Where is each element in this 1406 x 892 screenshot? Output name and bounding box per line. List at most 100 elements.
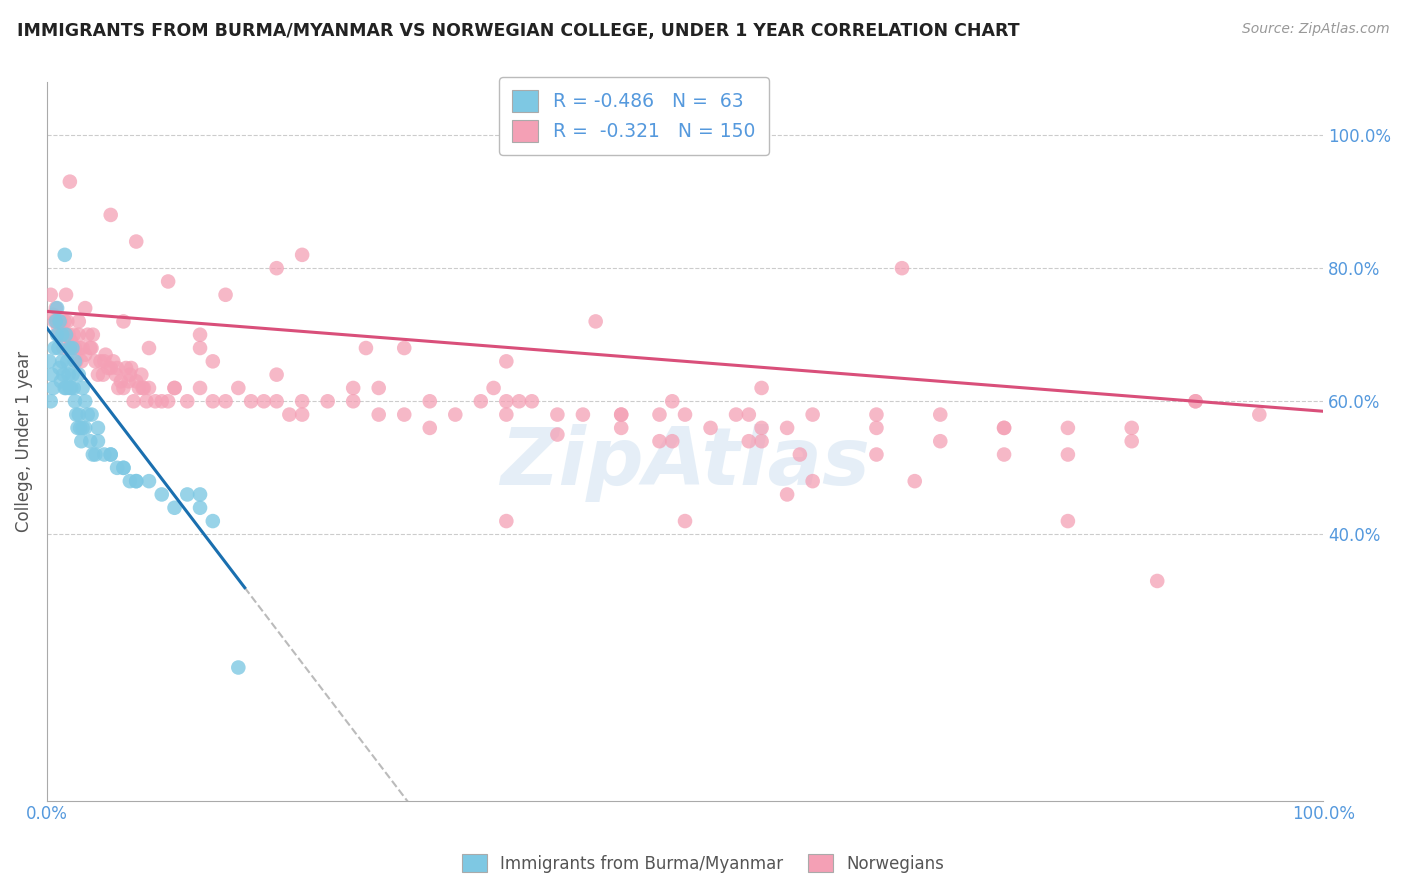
Point bbox=[546, 427, 568, 442]
Point bbox=[79, 434, 101, 449]
Point bbox=[69, 421, 91, 435]
Point bbox=[138, 474, 160, 488]
Point bbox=[60, 381, 83, 395]
Point bbox=[58, 368, 80, 382]
Point bbox=[128, 381, 150, 395]
Point bbox=[118, 474, 141, 488]
Point bbox=[495, 514, 517, 528]
Point bbox=[201, 354, 224, 368]
Point bbox=[214, 287, 236, 301]
Point bbox=[929, 408, 952, 422]
Point bbox=[150, 394, 173, 409]
Point bbox=[115, 361, 138, 376]
Point bbox=[48, 327, 70, 342]
Point bbox=[751, 421, 773, 435]
Text: IMMIGRANTS FROM BURMA/MYANMAR VS NORWEGIAN COLLEGE, UNDER 1 YEAR CORRELATION CHA: IMMIGRANTS FROM BURMA/MYANMAR VS NORWEGI… bbox=[17, 22, 1019, 40]
Point bbox=[801, 408, 824, 422]
Point bbox=[572, 408, 595, 422]
Point bbox=[482, 381, 505, 395]
Point bbox=[69, 341, 91, 355]
Point bbox=[610, 421, 633, 435]
Legend: R = -0.486   N =  63, R =  -0.321   N = 150: R = -0.486 N = 63, R = -0.321 N = 150 bbox=[499, 77, 769, 155]
Point bbox=[44, 314, 66, 328]
Point bbox=[201, 394, 224, 409]
Point bbox=[59, 175, 82, 189]
Point bbox=[673, 514, 696, 528]
Point bbox=[104, 368, 127, 382]
Point bbox=[1121, 434, 1143, 449]
Point bbox=[145, 394, 167, 409]
Point bbox=[419, 394, 441, 409]
Point bbox=[51, 327, 73, 342]
Point bbox=[89, 354, 111, 368]
Point bbox=[72, 341, 94, 355]
Point bbox=[63, 394, 86, 409]
Point bbox=[342, 381, 364, 395]
Point bbox=[1057, 514, 1080, 528]
Point bbox=[84, 354, 107, 368]
Point bbox=[63, 354, 86, 368]
Point bbox=[125, 235, 148, 249]
Point bbox=[103, 354, 125, 368]
Point bbox=[51, 327, 73, 342]
Point bbox=[661, 434, 683, 449]
Point bbox=[138, 381, 160, 395]
Point bbox=[253, 394, 276, 409]
Point bbox=[63, 341, 86, 355]
Point bbox=[201, 514, 224, 528]
Point bbox=[46, 301, 69, 315]
Text: Source: ZipAtlas.com: Source: ZipAtlas.com bbox=[1241, 22, 1389, 37]
Point bbox=[125, 474, 148, 488]
Point bbox=[291, 394, 314, 409]
Point bbox=[367, 408, 389, 422]
Point bbox=[266, 261, 288, 276]
Point bbox=[76, 327, 98, 342]
Point bbox=[520, 394, 543, 409]
Point bbox=[62, 341, 84, 355]
Point bbox=[48, 361, 70, 376]
Point bbox=[42, 308, 65, 322]
Point bbox=[59, 341, 82, 355]
Point bbox=[188, 327, 211, 342]
Point bbox=[67, 368, 90, 382]
Point bbox=[107, 381, 129, 395]
Point bbox=[67, 327, 90, 342]
Point bbox=[51, 354, 73, 368]
Point bbox=[316, 394, 339, 409]
Y-axis label: College, Under 1 year: College, Under 1 year bbox=[15, 351, 32, 532]
Point bbox=[228, 660, 250, 674]
Point bbox=[112, 381, 135, 395]
Text: ZipAtlas: ZipAtlas bbox=[501, 424, 870, 502]
Point bbox=[46, 314, 69, 328]
Point bbox=[131, 381, 153, 395]
Point bbox=[42, 381, 65, 395]
Point bbox=[725, 408, 748, 422]
Point bbox=[648, 408, 671, 422]
Point bbox=[79, 341, 101, 355]
Point bbox=[1184, 394, 1206, 409]
Point bbox=[751, 381, 773, 395]
Point bbox=[87, 434, 110, 449]
Point bbox=[52, 341, 75, 355]
Point bbox=[751, 434, 773, 449]
Point bbox=[65, 408, 87, 422]
Point bbox=[82, 327, 104, 342]
Point bbox=[789, 448, 811, 462]
Point bbox=[70, 354, 93, 368]
Point bbox=[228, 381, 250, 395]
Point bbox=[138, 341, 160, 355]
Point bbox=[546, 408, 568, 422]
Point bbox=[738, 408, 761, 422]
Point bbox=[62, 341, 84, 355]
Point bbox=[993, 421, 1015, 435]
Point bbox=[80, 341, 103, 355]
Point bbox=[342, 394, 364, 409]
Point bbox=[648, 434, 671, 449]
Point bbox=[394, 408, 416, 422]
Point bbox=[157, 394, 180, 409]
Point bbox=[112, 460, 135, 475]
Point bbox=[801, 474, 824, 488]
Point bbox=[157, 275, 180, 289]
Point bbox=[94, 348, 117, 362]
Point bbox=[585, 314, 607, 328]
